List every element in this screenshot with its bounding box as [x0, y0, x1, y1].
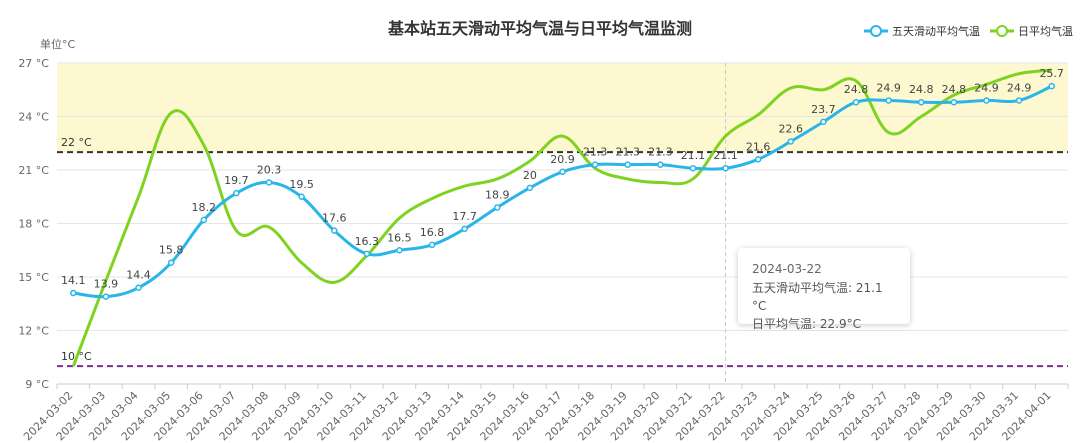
point-moving-avg — [1048, 82, 1055, 90]
tooltip-daily-avg: 日平均气温: 22.9°C — [752, 317, 861, 331]
point-moving-avg — [363, 250, 371, 258]
data-label-moving-avg: 18.9 — [485, 188, 510, 201]
point-moving-avg — [330, 227, 338, 234]
data-label-moving-avg: 24.9 — [974, 81, 999, 94]
y-tick-label: 15 °C — [18, 271, 49, 284]
point-moving-avg — [852, 98, 860, 106]
y-tick-label: 27 °C — [18, 57, 49, 70]
point-moving-avg — [917, 98, 925, 106]
y-tick-label: 9 °C — [25, 378, 49, 391]
data-label-moving-avg: 16.8 — [420, 226, 445, 239]
point-moving-avg — [1015, 97, 1023, 104]
reference-line-layer: 22 °C10 °C — [57, 63, 1068, 384]
data-label-layer: 14.1 13.9 14.4 15.8 18.2 19.7 20.3 19.5 17.6 16.3… — [61, 67, 1064, 290]
data-label-moving-avg: 20.9 — [550, 153, 575, 166]
series-layer — [70, 68, 1055, 367]
point-moving-avg — [526, 184, 534, 192]
chart-title: 基本站五天滑动平均气温与日平均气温监测 — [387, 19, 692, 38]
data-label-moving-avg: 19.7 — [224, 174, 249, 187]
data-label-moving-avg: 15.8 — [159, 244, 184, 257]
data-label-moving-avg: 21.3 — [615, 146, 640, 159]
data-label-moving-avg: 24.8 — [942, 83, 967, 96]
point-moving-avg — [559, 168, 566, 176]
point-moving-avg — [591, 161, 599, 168]
legend-label-moving-avg: 五天滑动平均气温 — [892, 24, 980, 38]
point-moving-avg — [298, 193, 305, 200]
legend-label-daily-avg: 日平均气温 — [1018, 24, 1073, 38]
point-moving-avg — [461, 225, 468, 233]
y-tick-label: 18 °C — [18, 218, 49, 231]
data-label-moving-avg: 24.8 — [909, 83, 934, 96]
data-label-moving-avg: 13.9 — [94, 278, 119, 291]
point-moving-avg — [167, 259, 175, 266]
data-label-moving-avg: 22.6 — [779, 122, 804, 135]
point-moving-avg — [624, 161, 631, 168]
legend-item-moving-avg[interactable]: 五天滑动平均气温 — [864, 24, 980, 38]
point-moving-avg — [200, 216, 208, 224]
tooltip-date: 2024-03-22 — [752, 262, 822, 276]
y-tick-label: 24 °C — [18, 111, 49, 124]
data-label-moving-avg: 17.7 — [452, 210, 477, 223]
data-label-moving-avg: 21.3 — [583, 146, 608, 159]
data-label-moving-avg: 14.1 — [61, 274, 86, 287]
point-moving-avg — [885, 97, 892, 104]
legend: 五天滑动平均气温 日平均气温 — [864, 24, 1073, 38]
point-moving-avg — [657, 161, 664, 168]
point-moving-avg — [428, 241, 436, 249]
point-moving-avg — [396, 247, 403, 254]
data-label-moving-avg: 14.4 — [126, 269, 151, 282]
data-label-moving-avg: 20.3 — [257, 163, 282, 176]
data-label-moving-avg: 16.3 — [355, 235, 380, 248]
data-label-moving-avg: 24.9 — [876, 81, 901, 94]
point-moving-avg — [722, 164, 729, 172]
y-tick-label: 21 °C — [18, 164, 49, 177]
point-moving-avg — [689, 164, 697, 172]
data-label-moving-avg: 24.9 — [1007, 81, 1032, 94]
data-label-moving-avg: 25.7 — [1039, 67, 1064, 80]
data-label-moving-avg: 24.8 — [844, 83, 869, 96]
point-moving-avg — [265, 179, 273, 186]
point-moving-avg — [494, 204, 501, 211]
series-line-daily-avg — [71, 68, 1052, 367]
point-moving-avg — [950, 98, 958, 106]
point-moving-avg — [70, 289, 77, 297]
point-moving-avg — [233, 189, 240, 197]
tooltip-moving-avg: 五天滑动平均气温: 21.1 °C — [752, 281, 883, 313]
data-label-moving-avg: 21.1 — [713, 149, 738, 162]
hover-tooltip: 2024-03-22 五天滑动平均气温: 21.1 °C 日平均气温: 22.9… — [738, 248, 910, 331]
point-moving-avg — [787, 138, 795, 145]
warm-band — [57, 63, 1068, 153]
y-unit-label: 单位°C — [40, 37, 75, 51]
y-tick-label: 12 °C — [18, 325, 49, 338]
point-moving-avg — [102, 293, 110, 300]
data-label-moving-avg: 17.6 — [322, 212, 347, 225]
legend-item-daily-avg[interactable]: 日平均气温 — [990, 24, 1073, 38]
legend-marker-moving-avg — [870, 25, 882, 37]
data-label-moving-avg: 21.1 — [681, 149, 706, 162]
point-moving-avg — [820, 118, 827, 126]
data-label-moving-avg: 21.3 — [648, 146, 673, 159]
data-label-moving-avg: 21.6 — [746, 140, 771, 153]
data-label-moving-avg: 18.2 — [192, 201, 217, 214]
warm-band-layer — [57, 63, 1068, 153]
point-moving-avg — [135, 284, 142, 291]
data-label-moving-avg: 20 — [523, 169, 537, 182]
point-moving-avg — [983, 97, 990, 104]
reference-line-label-22: 22 °C — [61, 136, 92, 149]
data-label-moving-avg: 19.5 — [289, 178, 314, 191]
data-label-moving-avg: 16.5 — [387, 231, 412, 244]
legend-marker-daily-avg — [996, 25, 1008, 37]
point-moving-avg — [754, 156, 762, 163]
data-label-moving-avg: 23.7 — [811, 103, 836, 116]
